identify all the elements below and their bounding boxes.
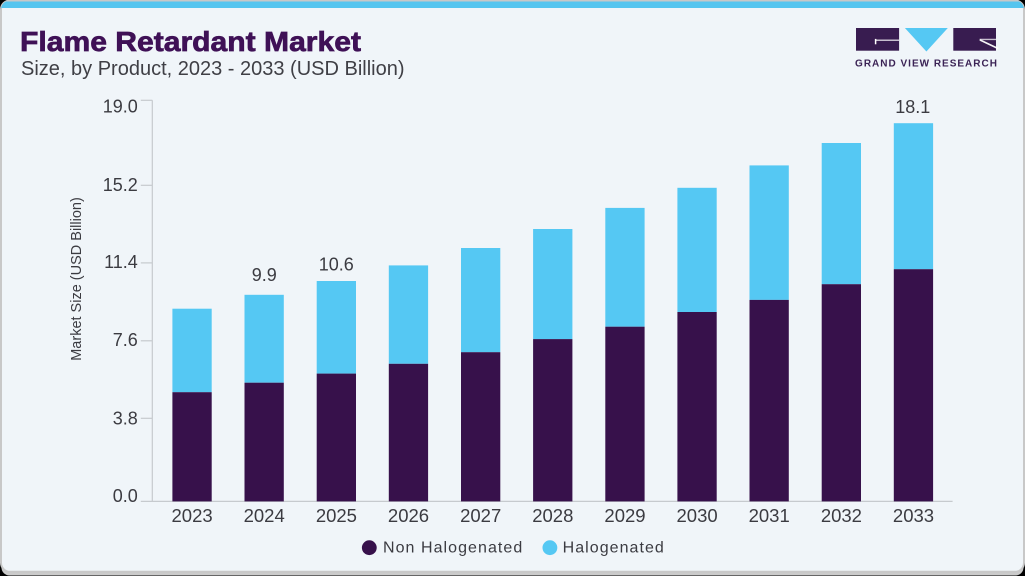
svg-text:2031: 2031	[749, 505, 790, 526]
svg-text:2033: 2033	[893, 505, 934, 526]
svg-text:15.2: 15.2	[103, 175, 138, 195]
svg-text:GRAND VIEW RESEARCH: GRAND VIEW RESEARCH	[855, 59, 998, 70]
svg-text:Flame Retardant Market: Flame Retardant Market	[20, 27, 361, 58]
svg-text:2023: 2023	[172, 505, 213, 526]
svg-text:Size, by Product, 2023 - 2033: Size, by Product, 2023 - 2033 (USD Billi…	[21, 58, 405, 80]
svg-text:7.6: 7.6	[113, 330, 138, 350]
svg-text:2026: 2026	[388, 505, 429, 526]
svg-text:2030: 2030	[677, 505, 718, 526]
svg-text:Halogenated: Halogenated	[563, 540, 665, 557]
svg-text:19.0: 19.0	[103, 97, 138, 117]
svg-text:18.1: 18.1	[895, 97, 930, 117]
svg-text:2032: 2032	[821, 505, 862, 526]
svg-text:Non Halogenated: Non Halogenated	[383, 540, 523, 557]
svg-text:11.4: 11.4	[104, 252, 138, 272]
svg-text:9.9: 9.9	[252, 265, 277, 285]
svg-text:2024: 2024	[244, 505, 285, 526]
svg-text:2029: 2029	[604, 505, 645, 526]
svg-text:Market Size (USD Billion): Market Size (USD Billion)	[69, 197, 85, 361]
svg-text:0.0: 0.0	[113, 486, 138, 506]
svg-text:2028: 2028	[532, 505, 573, 526]
svg-text:10.6: 10.6	[319, 255, 354, 275]
svg-text:2025: 2025	[316, 505, 357, 526]
svg-text:3.8: 3.8	[113, 409, 138, 429]
svg-text:2027: 2027	[460, 505, 501, 526]
